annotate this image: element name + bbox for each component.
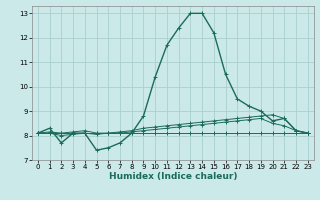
X-axis label: Humidex (Indice chaleur): Humidex (Indice chaleur) [108,172,237,181]
